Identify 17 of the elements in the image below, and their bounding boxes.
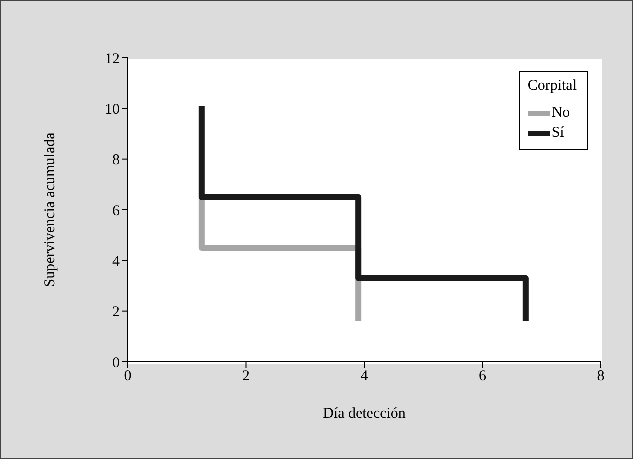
y-tick-label: 10 (105, 102, 120, 118)
y-tick-label: 2 (112, 304, 120, 321)
legend-label: No (552, 104, 570, 122)
x-tick-label: 2 (242, 368, 250, 385)
x-tick-label: 6 (479, 368, 487, 385)
y-tick-label: 12 (105, 51, 120, 68)
x-tick-label: 8 (597, 368, 605, 385)
y-tick-label: 8 (112, 152, 120, 169)
x-axis-title: Día detección (323, 406, 406, 422)
y-axis-title: Supervivencia acumulada (42, 132, 58, 288)
x-tick-label: 0 (124, 368, 132, 385)
legend-title: Corpital (528, 78, 577, 95)
x-tick-label: 4 (360, 368, 369, 385)
y-tick-label: 6 (112, 203, 120, 220)
y-tick-label: 0 (112, 355, 120, 372)
legend-label: Sí (552, 124, 564, 142)
y-tick-label: 4 (112, 254, 120, 270)
